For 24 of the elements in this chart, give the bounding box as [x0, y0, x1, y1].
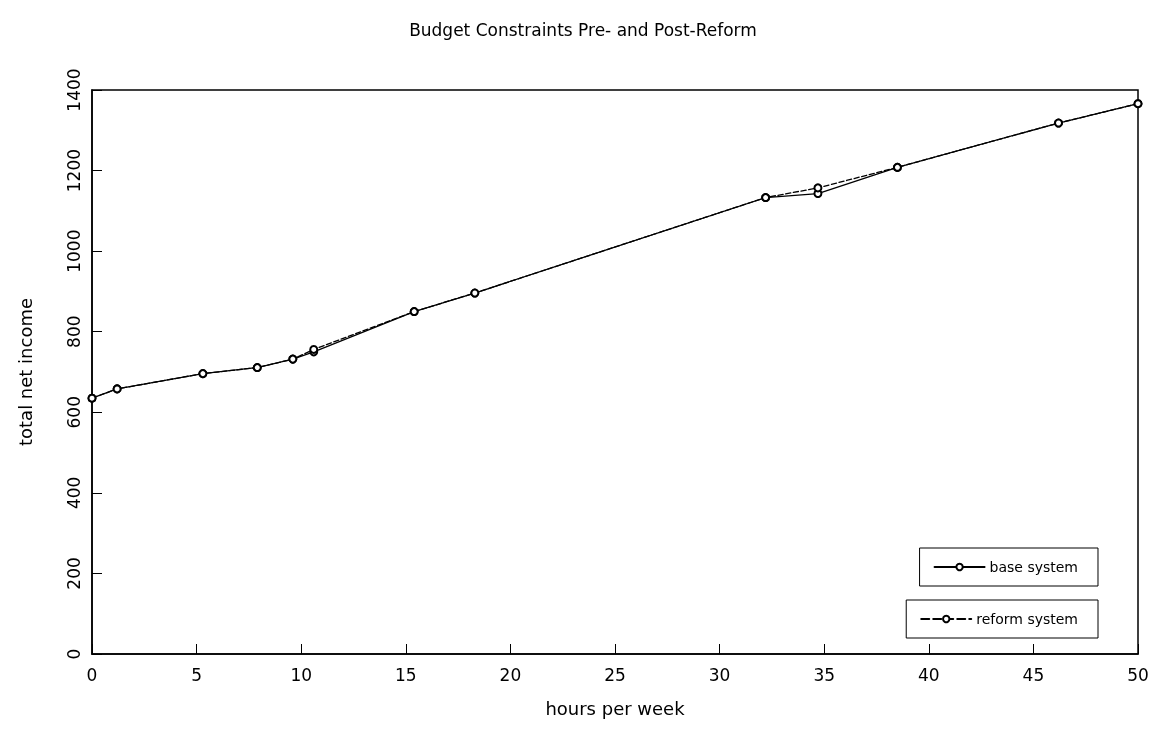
y-axis-title: total net income: [14, 297, 36, 447]
x-tick-label: 0: [86, 664, 98, 685]
y-tick-label: 1200: [63, 148, 84, 193]
x-tick-label: 15: [394, 664, 417, 685]
x-tick-label: 45: [1022, 664, 1045, 685]
x-tick-label: 25: [604, 664, 626, 685]
x-axis-title: hours per week: [545, 697, 686, 719]
x-tick-label: 35: [813, 664, 836, 685]
y-tick-label: 0: [63, 648, 84, 660]
y-tick-label: 600: [63, 396, 84, 429]
y-tick-label: 800: [63, 315, 84, 348]
x-tick-label: 30: [708, 664, 731, 685]
y-tick-label: 1000: [63, 229, 84, 273]
x-tick-label: 20: [499, 664, 522, 685]
x-tick-label: 40: [917, 664, 940, 685]
x-tick-label: 10: [290, 664, 313, 685]
legend-label: reform system: [976, 611, 1079, 627]
x-tick-label: 50: [1127, 664, 1149, 685]
chart-title: Budget Constraints Pre- and Post-Reform: [409, 19, 757, 40]
legend-label: base system: [989, 559, 1078, 575]
y-tick-label: 1400: [63, 68, 84, 112]
y-tick-label: 400: [63, 476, 84, 510]
x-tick-label: 5: [191, 664, 203, 685]
y-tick-label: 200: [63, 557, 84, 590]
